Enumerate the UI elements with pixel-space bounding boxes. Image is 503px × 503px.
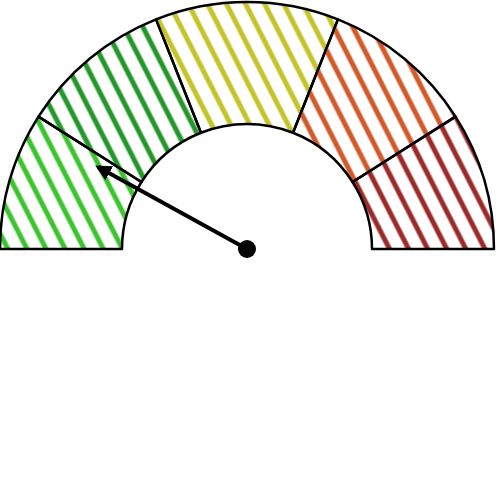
needle [98,167,247,249]
chart [0,0,503,503]
gauge-band [353,117,494,249]
bands [0,2,494,249]
plot-area [0,2,494,249]
needle-hub [238,240,256,258]
